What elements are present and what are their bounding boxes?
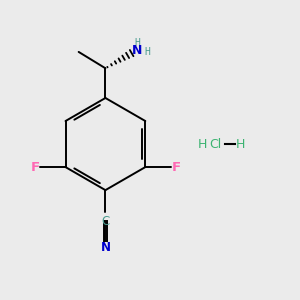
Text: F: F	[30, 160, 40, 174]
Text: N: N	[132, 44, 143, 57]
Text: Cl: Cl	[209, 138, 221, 151]
Text: C: C	[101, 215, 110, 228]
Text: H: H	[236, 138, 245, 151]
Text: H: H	[144, 47, 150, 57]
Text: N: N	[100, 241, 110, 254]
Text: H: H	[135, 38, 140, 48]
Text: F: F	[171, 160, 181, 174]
Text: H: H	[197, 138, 207, 151]
